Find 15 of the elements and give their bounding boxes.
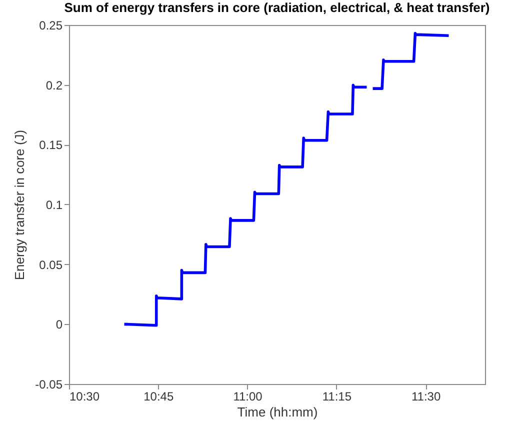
- x-tick-label: 11:15: [322, 390, 352, 404]
- x-tick-label: 10:30: [70, 390, 100, 404]
- y-tick-label: -0.05: [35, 378, 63, 392]
- chart-title: Sum of energy transfers in core (radiation, electrical, & heat transfer): [64, 0, 490, 15]
- y-tick-label: 0: [56, 318, 63, 332]
- x-tick-label: 10:45: [144, 390, 174, 404]
- x-axis-title: Time (hh:mm): [237, 404, 318, 420]
- y-axis-title: Energy transfer in core (J): [12, 130, 28, 280]
- x-tick-label: 11:00: [233, 390, 263, 404]
- y-tick-label: 0.05: [39, 258, 63, 272]
- x-tick-label: 11:30: [411, 390, 441, 404]
- y-tick-label: 0.25: [39, 18, 63, 32]
- y-tick-label: 0.15: [39, 138, 63, 152]
- y-tick-label: 0.1: [46, 198, 63, 212]
- y-tick-label: 0.2: [46, 78, 63, 92]
